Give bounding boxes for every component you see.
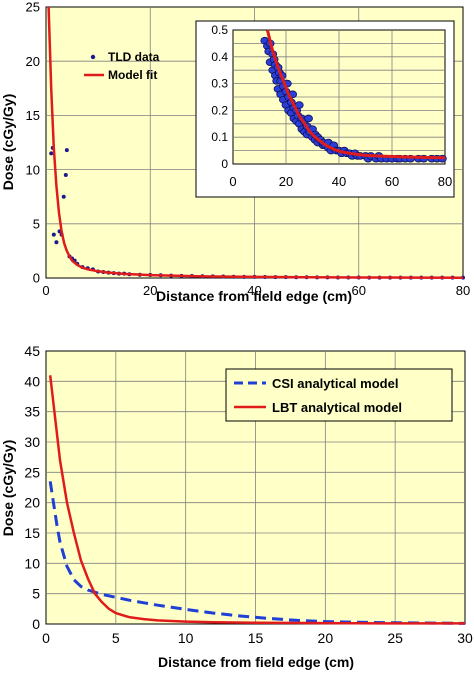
inset-y-tick-labels: 0 0.1 0.2 0.3 0.4 0.5 — [211, 23, 228, 171]
inset-x-tick-label: 40 — [332, 174, 346, 189]
top-y-tick-label: 20 — [26, 54, 40, 69]
top-y-axis-label: Dose (cGy/Gy) — [0, 94, 16, 190]
inset-y-tick-label: 0.2 — [211, 103, 228, 117]
bottom-x-tick-labels: 0 5 10 15 20 25 30 — [42, 630, 473, 646]
top-tld-point — [63, 173, 68, 178]
bottom-y-tick-label: 5 — [32, 586, 40, 602]
inset-model-fit-line — [265, 29, 446, 160]
top-x-tick-label: 80 — [456, 283, 470, 298]
top-inset-chart: 0 20 40 60 80 0 0.1 0.2 0.3 0.4 0.5 — [195, 20, 455, 198]
bottom-csi-model-line — [48, 481, 466, 625]
bottom-legend-csi-label: CSI analytical model — [272, 376, 398, 391]
bottom-y-tick-label: 40 — [24, 373, 40, 389]
bottom-x-axis-label: Distance from field edge (cm) — [158, 654, 354, 670]
inset-y-tick-label: 0.4 — [211, 50, 228, 64]
top-legend: TLD data Model fit — [84, 50, 160, 82]
top-tld-point — [54, 240, 59, 245]
inset-y-tick-label: 0.1 — [211, 130, 228, 144]
bottom-y-tick-label: 30 — [24, 434, 40, 450]
top-y-tick-label: 5 — [33, 216, 40, 231]
top-x-tick-label: 0 — [42, 283, 49, 298]
top-x-tick-label: 60 — [352, 283, 366, 298]
top-tld-point — [61, 194, 66, 199]
top-x-axis-label: Distance from field edge (cm) — [156, 288, 352, 304]
top-chart: 0 20 40 60 80 0 5 10 15 20 25 Distance from field… — [0, 0, 470, 304]
top-y-tick-label: 15 — [26, 108, 40, 123]
top-legend-tld-marker — [90, 54, 96, 60]
bottom-x-tick-label: 10 — [178, 630, 194, 646]
bottom-x-tick-label: 25 — [387, 630, 403, 646]
top-tld-point — [64, 148, 69, 153]
bottom-y-tick-label: 45 — [24, 343, 40, 359]
inset-x-tick-label: 0 — [229, 174, 236, 189]
bottom-y-axis-label: Dose (cGy/Gy) — [0, 440, 16, 536]
top-model-fit-line — [47, 6, 464, 279]
bottom-y-tick-label: 35 — [24, 404, 40, 420]
inset-y-tick-label: 0.5 — [211, 23, 228, 37]
top-y-tick-labels: 0 5 10 15 20 25 — [26, 0, 40, 286]
top-x-tick-label: 40 — [247, 283, 261, 298]
top-legend-tld-label: TLD data — [108, 50, 160, 64]
bottom-x-tick-label: 15 — [248, 630, 264, 646]
top-y-tick-label: 10 — [26, 162, 40, 177]
bottom-chart: 0 5 10 15 20 25 30 0 5 10 15 20 25 30 35 40 45 Distance… — [0, 343, 473, 670]
bottom-legend: CSI analytical model LBT analytical mode… — [225, 368, 453, 422]
top-tld-point — [49, 151, 54, 156]
top-x-tick-label: 20 — [143, 283, 157, 298]
inset-y-tick-label: 0.3 — [211, 77, 228, 91]
inset-y-tick-label: 0 — [221, 157, 228, 171]
bottom-y-tick-label: 10 — [24, 555, 40, 571]
inset-x-tick-label: 20 — [279, 174, 293, 189]
bottom-y-tick-label: 0 — [32, 616, 40, 632]
inset-x-tick-label: 80 — [438, 174, 452, 189]
bottom-lbt-model-line — [48, 375, 465, 625]
bottom-legend-box — [225, 368, 453, 422]
top-tld-point — [51, 232, 56, 237]
bottom-legend-lbt-label: LBT analytical model — [272, 400, 402, 415]
bottom-y-tick-label: 15 — [24, 525, 40, 541]
bottom-y-tick-label: 20 — [24, 495, 40, 511]
inset-tld-point — [304, 114, 313, 123]
top-y-tick-label: 0 — [33, 271, 40, 286]
bottom-x-tick-label: 5 — [112, 630, 120, 646]
bottom-x-tick-label: 0 — [42, 630, 50, 646]
inset-x-tick-label: 60 — [385, 174, 399, 189]
top-legend-fit-label: Model fit — [108, 68, 157, 82]
inset-x-tick-labels: 0 20 40 60 80 — [229, 174, 452, 189]
bottom-x-tick-label: 20 — [318, 630, 334, 646]
bottom-y-tick-label: 25 — [24, 464, 40, 480]
top-x-tick-labels: 0 20 40 60 80 — [42, 283, 470, 298]
top-y-tick-label: 25 — [26, 0, 40, 15]
bottom-x-tick-label: 30 — [457, 630, 473, 646]
bottom-y-tick-labels: 0 5 10 15 20 25 30 35 40 45 — [24, 343, 40, 632]
